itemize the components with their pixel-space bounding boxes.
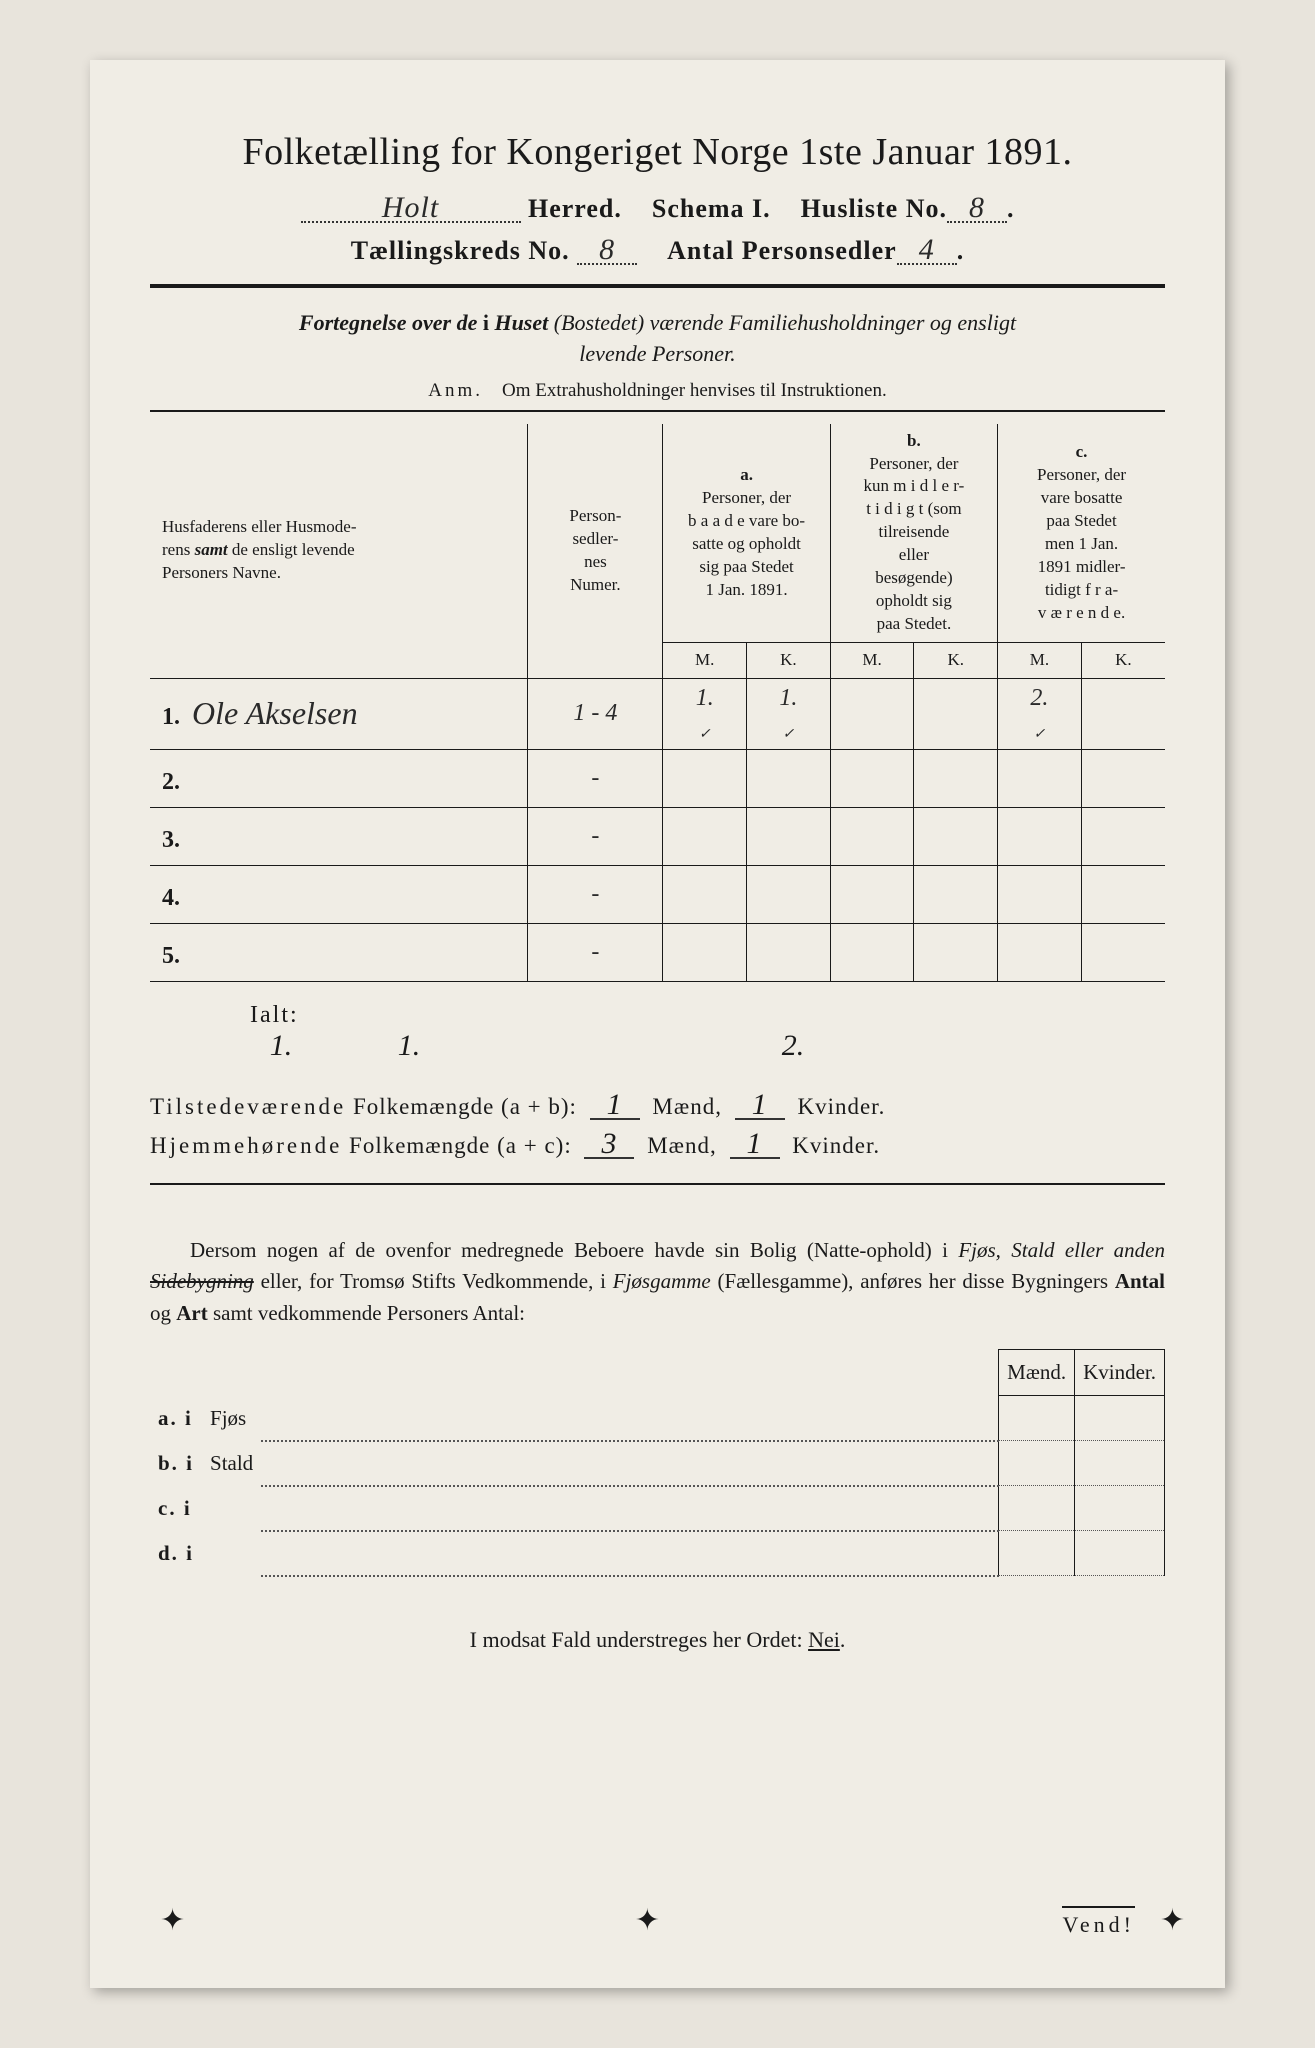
kreds-label: Tællingskreds No. — [351, 236, 570, 265]
ialt-am: 1. — [220, 1029, 342, 1063]
summary-line-1: Tilstedeværende Folkemængde (a + b): 1 M… — [150, 1091, 1165, 1120]
footer-line: I modsat Fald understreges her Ordet: Ne… — [150, 1627, 1165, 1653]
divider-2 — [150, 410, 1165, 412]
col-header-numer: Person-sedler-nesNumer. — [528, 424, 663, 679]
hole-mark-icon: ✦ — [635, 1903, 660, 1938]
table-row: 3. - — [150, 807, 1165, 865]
ialt-row: Ialt: 1. 1. 2. — [150, 1002, 1165, 1063]
herred-value: Holt — [301, 194, 521, 223]
mk-header: M. — [663, 643, 747, 679]
husliste-label: Husliste No. — [801, 194, 947, 223]
mk-header: M. — [830, 643, 914, 679]
mk-header: M. — [998, 643, 1082, 679]
sum-klabel: Kvinder. — [797, 1094, 885, 1119]
divider-3 — [150, 1183, 1165, 1185]
sub-table: Mænd. Kvinder. a. i Fjøs b. i Stald c. i… — [150, 1349, 1165, 1577]
sub-maend: Mænd. — [999, 1350, 1075, 1396]
col-header-b: b.Personer, derkun m i d l e r-t i d i g… — [830, 424, 997, 643]
mk-header: K. — [747, 643, 831, 679]
anm-label: Anm. — [428, 380, 483, 401]
header-line-2: Tællingskreds No. 8 Antal Personsedler4. — [150, 236, 1165, 266]
ialt-label: Ialt: — [150, 1002, 460, 1029]
paragraph-note: Dersom nogen af de ovenfor medregnede Be… — [150, 1235, 1165, 1330]
antal-label: Antal Personsedler — [667, 236, 897, 265]
hole-mark-icon: ✦ — [1160, 1903, 1185, 1938]
sum-klabel: Kvinder. — [792, 1133, 880, 1158]
ialt-ak: 1. — [348, 1029, 470, 1063]
hole-mark-icon: ✦ — [160, 1903, 185, 1938]
header-line-1: Holt Herred. Schema I. Husliste No.8. — [150, 194, 1165, 224]
sub-kvinder: Kvinder. — [1075, 1350, 1165, 1396]
table-row: 2. - — [150, 749, 1165, 807]
mk-header: K. — [914, 643, 998, 679]
divider-1 — [150, 284, 1165, 288]
husliste-value: 8 — [947, 194, 1007, 223]
vend-label: Vend! — [1062, 1906, 1135, 1938]
sum1-k: 1 — [735, 1091, 785, 1120]
sub-table-row: d. i — [150, 1531, 1165, 1576]
kreds-value: 8 — [577, 236, 637, 265]
page-title: Folketælling for Kongeriget Norge 1ste J… — [150, 130, 1165, 174]
sub-table-row: a. i Fjøs — [150, 1396, 1165, 1441]
sum-mlabel: Mænd, — [647, 1133, 717, 1158]
main-table: Husfaderens eller Husmode-rens samt de e… — [150, 424, 1165, 982]
sub-table-row: b. i Stald — [150, 1441, 1165, 1486]
sum1-m: 1 — [590, 1091, 640, 1120]
sum2-m: 3 — [584, 1130, 634, 1159]
mk-header: K. — [1081, 643, 1165, 679]
sub-table-row: c. i — [150, 1486, 1165, 1531]
col-header-a: a.Personer, derb a a d e vare bo-satte o… — [663, 424, 830, 643]
herred-label: Herred. — [528, 194, 622, 223]
anm-line: Anm. Om Extrahusholdninger henvises til … — [150, 380, 1165, 402]
antal-value: 4 — [897, 236, 957, 265]
col-header-names: Husfaderens eller Husmode-rens samt de e… — [150, 424, 528, 679]
subtitle: Fortegnelse over de i Huset (Bostedet) v… — [150, 308, 1165, 370]
col-header-c: c.Personer, dervare bosattepaa Stedetmen… — [998, 424, 1165, 643]
anm-text: Om Extrahusholdninger henvises til Instr… — [502, 380, 887, 401]
ialt-cm: 2. — [732, 1029, 854, 1063]
summary-line-2: Hjemmehørende Folkemængde (a + c): 3 Mæn… — [150, 1130, 1165, 1159]
census-form-page: Folketælling for Kongeriget Norge 1ste J… — [90, 60, 1225, 1988]
table-row: 5. - — [150, 923, 1165, 981]
table-row: 1. Ole Akselsen 1 - 4 1.✓ 1.✓ 2.✓ — [150, 678, 1165, 749]
sum2-k: 1 — [730, 1130, 780, 1159]
sum-mlabel: Mænd, — [652, 1094, 722, 1119]
table-row: 4. - — [150, 865, 1165, 923]
schema-label: Schema I. — [652, 194, 771, 223]
